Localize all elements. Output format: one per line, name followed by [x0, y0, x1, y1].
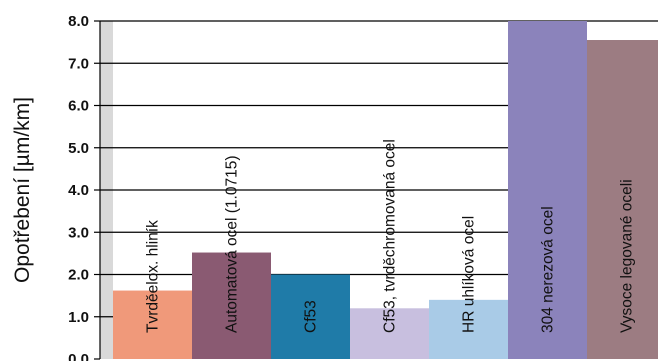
- bar-label: Vysoce legované oceli: [619, 179, 636, 333]
- y-tick-label: 1.0: [68, 309, 89, 326]
- y-tick-label: 3.0: [68, 224, 89, 241]
- y-axis-title: Opotřebení [µm/km]: [11, 97, 34, 283]
- y-tick-label: 0.0: [68, 351, 89, 361]
- bar-label: Tvrděelox. hliník: [145, 220, 162, 333]
- bar: [113, 290, 192, 359]
- bar-label: 304 nerezová ocel: [540, 206, 557, 333]
- bar: [587, 40, 658, 359]
- y-tick-labels: 0.0 1.0 2.0 3.0 4.0 5.0 6.0 7.0 8.0: [68, 13, 89, 361]
- y-tick-label: 5.0: [68, 140, 89, 157]
- bar-label: HR uhlíková ocel: [461, 216, 478, 333]
- y-tick-label: 6.0: [68, 98, 89, 115]
- bar: [192, 252, 271, 359]
- bar-labels: Tvrděelox. hliník Automatová ocel (1.0715…: [145, 139, 636, 333]
- bar: [350, 308, 429, 359]
- bar-label: Cf53: [303, 300, 320, 333]
- y-tick-label: 4.0: [68, 182, 89, 199]
- y-tick-label: 2.0: [68, 267, 89, 284]
- bar: [508, 21, 587, 359]
- bar-label: Automatová ocel (1.0715): [224, 156, 241, 334]
- y-tick-label: 7.0: [68, 55, 89, 72]
- bar: [271, 274, 350, 359]
- y-tick-label: 8.0: [68, 13, 89, 30]
- bar-label: Cf53, tvrděchromovaná ocel: [382, 139, 399, 333]
- bar: [429, 299, 508, 359]
- bars: [113, 21, 658, 359]
- y-axis: [94, 20, 101, 360]
